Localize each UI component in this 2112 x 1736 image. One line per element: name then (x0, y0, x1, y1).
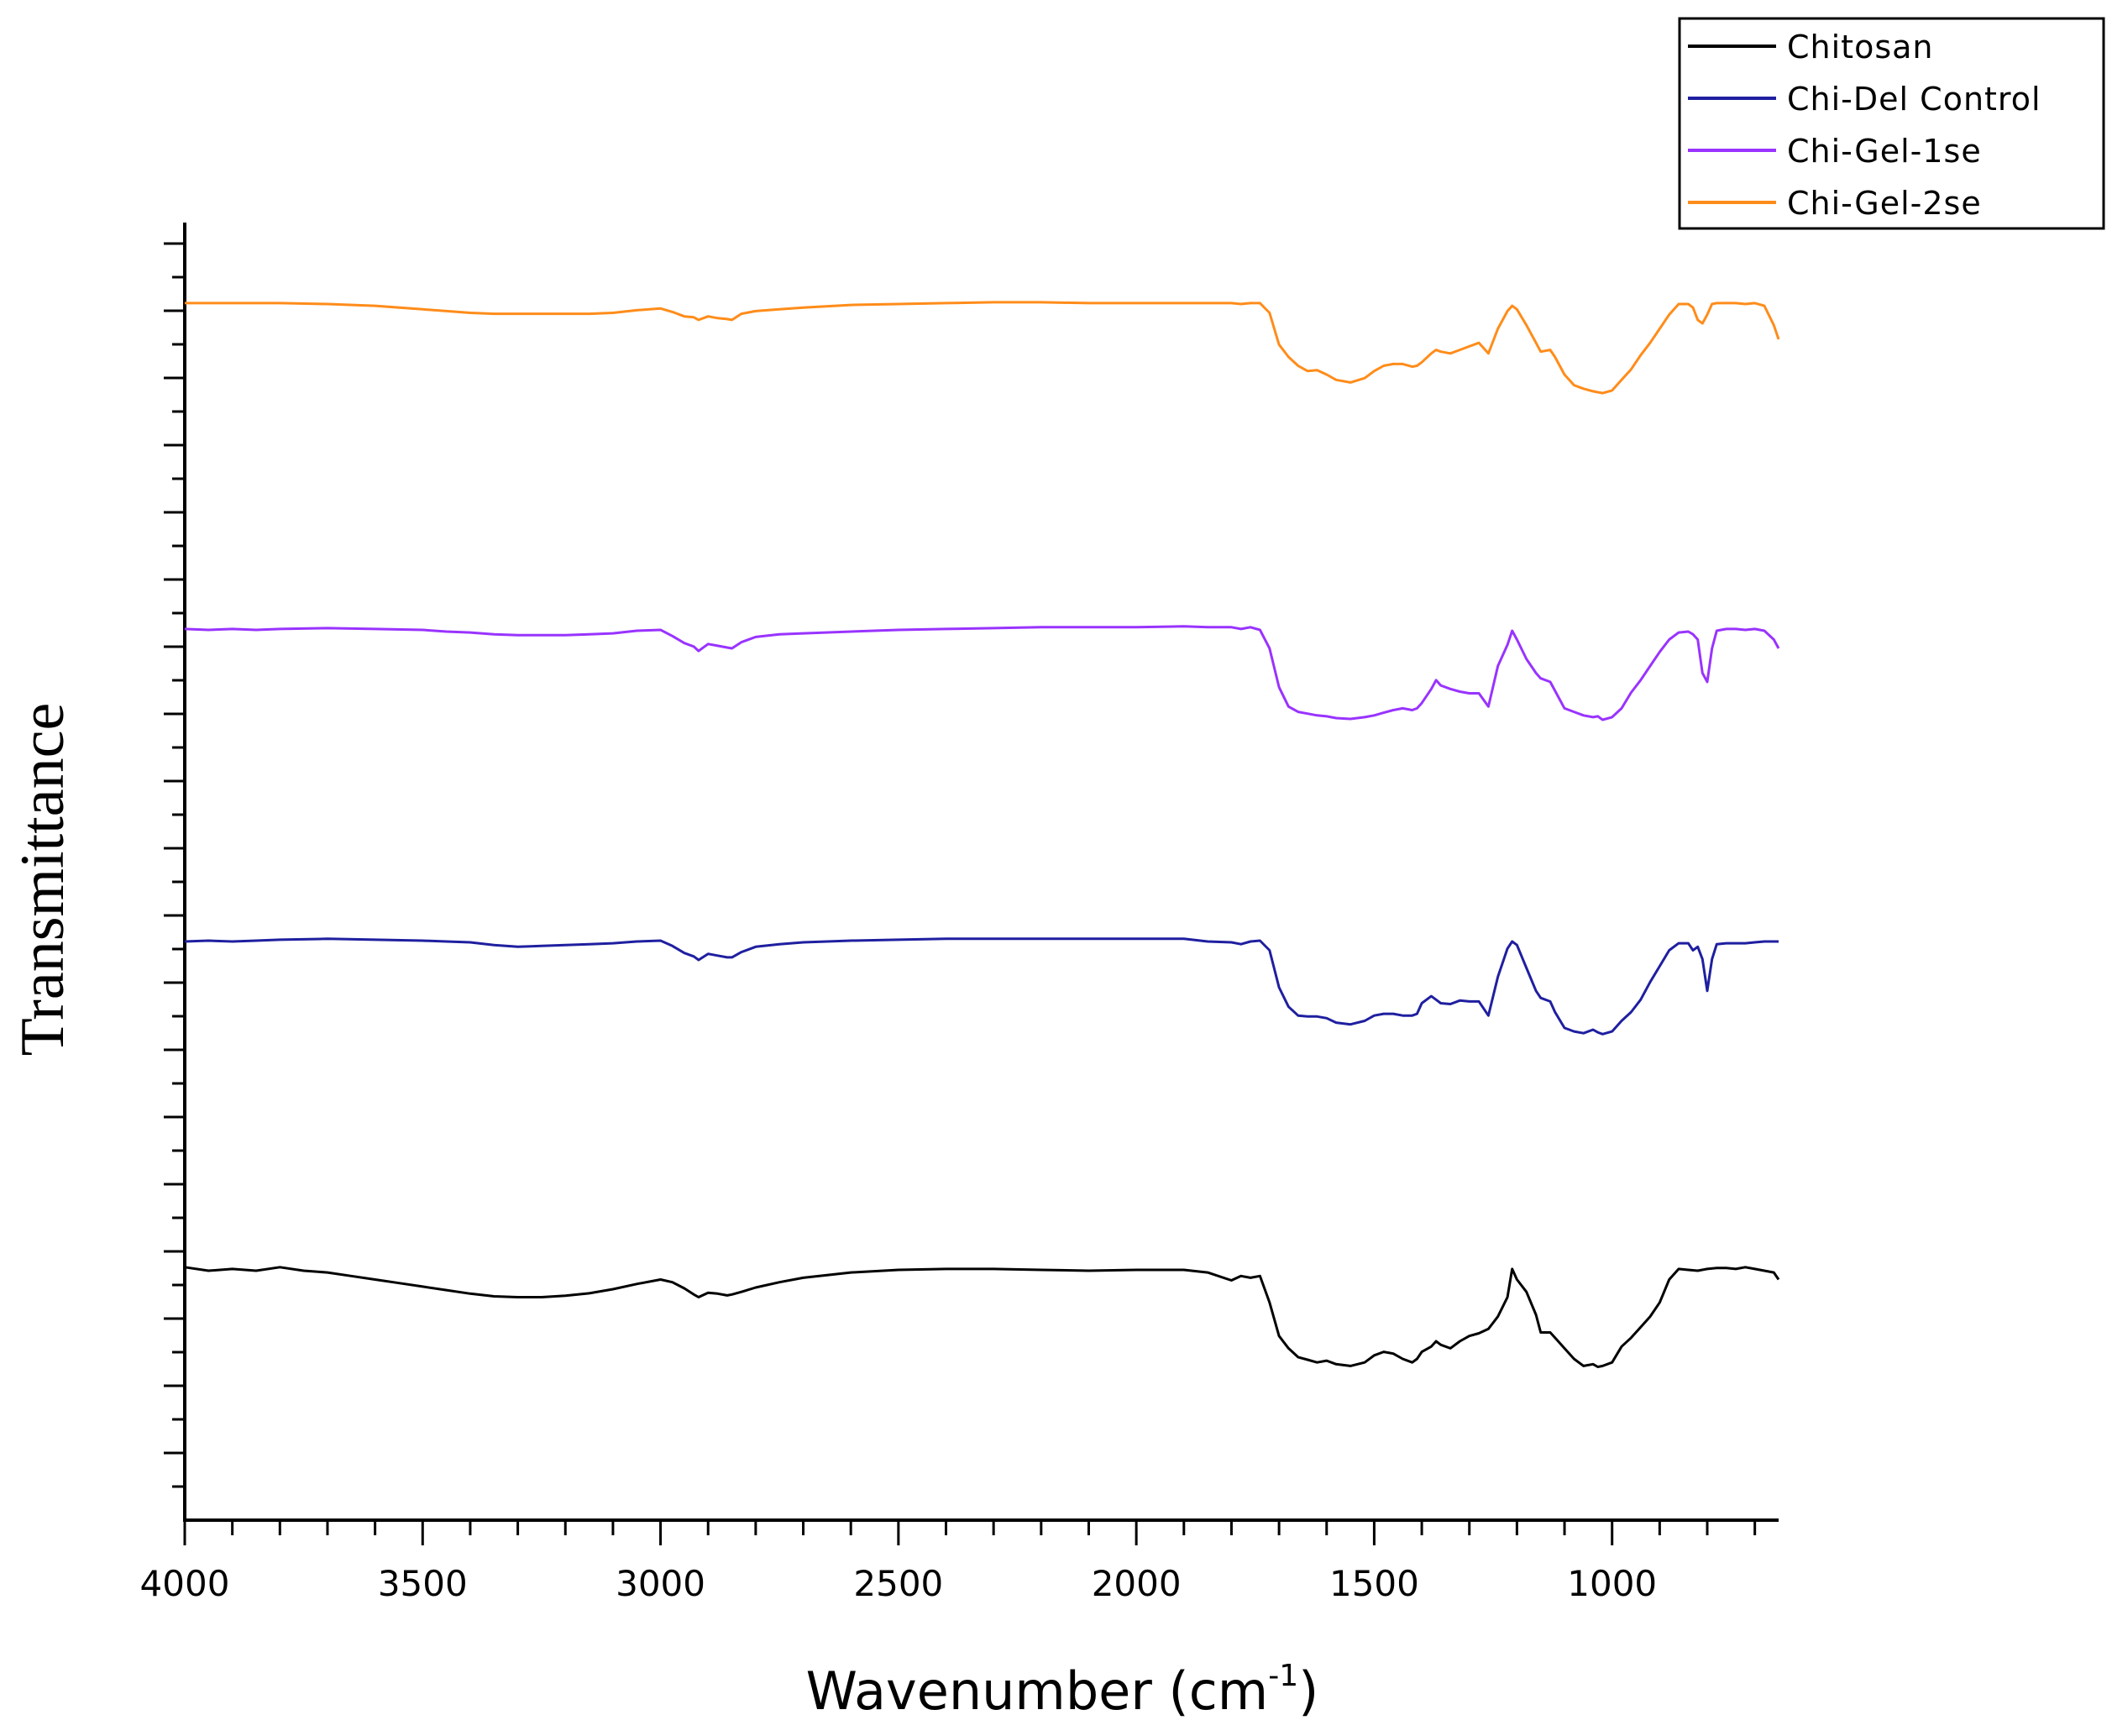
legend-label: Chi-Gel-1se (1787, 133, 1982, 170)
x-tick-label: 2000 (1092, 1563, 1182, 1604)
series-line-chi-gel-1se (184, 625, 1780, 721)
y-ticks (164, 242, 185, 1488)
x-tick-label: 3500 (378, 1563, 468, 1604)
series-line-chitosan (184, 1266, 1780, 1368)
x-axis-label-sup: -1 (1268, 1659, 1298, 1693)
x-tick-label: 1000 (1567, 1563, 1657, 1604)
series-line-chi-gel-2se (185, 301, 1780, 395)
x-axis-label-main: Wavenumber (cm (806, 1660, 1269, 1722)
legend: Chitosan Chi-Del Control Chi-Gel-1se Chi-Ge… (1678, 17, 2105, 230)
x-axis-label-close: ) (1298, 1660, 1318, 1722)
x-ticks: 4000 3500 3000 2500 2000 1500 1000 (140, 1520, 1757, 1604)
series (184, 301, 1780, 1368)
x-tick-label: 1500 (1329, 1563, 1419, 1604)
x-tick-label: 2500 (853, 1563, 943, 1604)
x-tick-label: 4000 (140, 1563, 230, 1604)
legend-box (1678, 17, 2105, 230)
x-axis-label: Wavenumber (cm-1) (806, 1659, 1319, 1722)
y-axis-label: Transmittance (8, 703, 77, 1057)
legend-label: Chi-Gel-2se (1787, 185, 1982, 222)
x-tick-label: 3000 (616, 1563, 705, 1604)
series-line-chi-del-control (184, 937, 1779, 1036)
legend-label: Chitosan (1787, 29, 1934, 66)
legend-label: Chi-Del Control (1787, 81, 2041, 118)
axes (183, 223, 1779, 1522)
